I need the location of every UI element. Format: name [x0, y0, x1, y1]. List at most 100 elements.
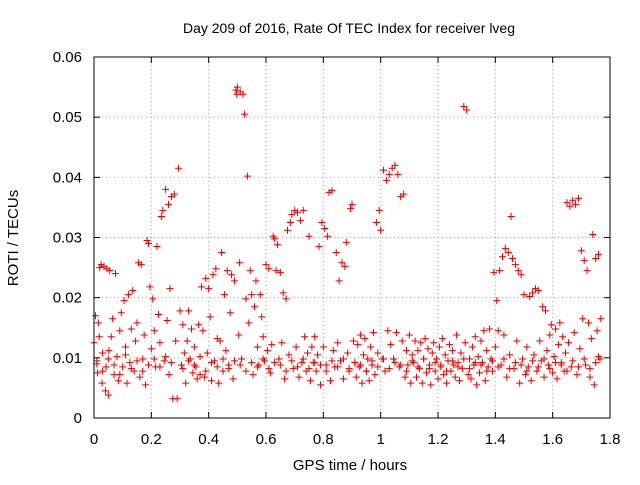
- x-tick-label: 0.8: [313, 431, 334, 448]
- data-point: [162, 185, 170, 193]
- data-point: [372, 218, 380, 226]
- data-point: [534, 363, 542, 371]
- data-point: [342, 238, 350, 246]
- data-point: [407, 379, 415, 387]
- data-point: [504, 249, 512, 257]
- data-point: [328, 187, 336, 195]
- x-tick-label: 0.4: [198, 431, 219, 448]
- data-point: [533, 367, 541, 375]
- data-point: [94, 319, 102, 327]
- data-point: [574, 194, 582, 202]
- data-point: [566, 202, 574, 210]
- data-point: [120, 297, 128, 305]
- data-point: [370, 329, 377, 337]
- data-point: [517, 271, 525, 279]
- data-point: [271, 235, 279, 243]
- data-point: [441, 351, 449, 359]
- data-point: [271, 359, 279, 367]
- data-point: [586, 373, 594, 381]
- data-point: [179, 365, 187, 373]
- data-point: [413, 373, 420, 381]
- data-point: [387, 341, 395, 349]
- data-point: [175, 164, 183, 172]
- data-point: [236, 259, 244, 267]
- data-point: [451, 373, 459, 381]
- data-point: [430, 339, 438, 347]
- data-point: [165, 200, 173, 208]
- data-point: [112, 270, 119, 278]
- data-point: [276, 268, 284, 276]
- data-point: [140, 331, 148, 339]
- data-point: [539, 303, 547, 311]
- data-point: [589, 230, 597, 238]
- data-point: [146, 283, 154, 291]
- data-point: [506, 351, 514, 359]
- data-point: [550, 353, 558, 361]
- data-point: [349, 337, 357, 345]
- data-point: [375, 206, 383, 214]
- data-point: [477, 361, 485, 369]
- data-point: [544, 361, 552, 369]
- data-point: [382, 176, 390, 184]
- data-point: [554, 341, 562, 349]
- data-point: [425, 365, 433, 373]
- data-point: [248, 291, 256, 299]
- data-point: [345, 365, 353, 373]
- data-point: [155, 311, 162, 319]
- data-point: [153, 243, 161, 251]
- data-point: [159, 206, 167, 214]
- data-point: [517, 361, 525, 369]
- data-point: [97, 261, 105, 269]
- data-point: [311, 359, 319, 367]
- data-point: [296, 217, 304, 225]
- data-point: [179, 321, 187, 329]
- data-point: [289, 365, 297, 373]
- data-point: [574, 363, 582, 371]
- data-point: [592, 359, 600, 367]
- data-point: [193, 375, 201, 383]
- data-point: [137, 261, 145, 269]
- data-point: [499, 253, 506, 261]
- data-point: [185, 307, 193, 315]
- data-point: [327, 377, 334, 385]
- data-point: [332, 249, 340, 257]
- data-point: [235, 331, 243, 339]
- data-point: [316, 361, 324, 369]
- data-point: [182, 379, 190, 387]
- data-point: [170, 190, 178, 198]
- data-point: [440, 371, 448, 379]
- data-point: [215, 379, 223, 387]
- data-point: [542, 307, 549, 315]
- data-point: [265, 265, 273, 273]
- data-point: [288, 357, 296, 365]
- data-point: [351, 359, 359, 367]
- data-point: [292, 343, 300, 351]
- data-point: [552, 359, 560, 367]
- data-point: [136, 373, 144, 381]
- data-point: [334, 339, 342, 347]
- data-point: [205, 285, 213, 293]
- data-point: [282, 367, 290, 375]
- data-point: [390, 355, 398, 363]
- data-point: [226, 309, 234, 317]
- data-point: [520, 291, 528, 299]
- data-point: [261, 357, 269, 365]
- data-point: [113, 353, 121, 361]
- data-point: [190, 343, 198, 351]
- data-point: [497, 361, 505, 369]
- data-point: [521, 371, 529, 379]
- data-point: [411, 337, 419, 345]
- data-point: [595, 250, 603, 258]
- data-point: [536, 337, 544, 345]
- data-point: [354, 341, 362, 349]
- data-point: [402, 347, 410, 355]
- data-point: [355, 363, 363, 371]
- data-point: [198, 283, 205, 291]
- data-point: [109, 315, 117, 323]
- data-point: [374, 363, 382, 371]
- data-point: [408, 351, 416, 359]
- data-point: [380, 166, 388, 174]
- data-point: [98, 379, 106, 387]
- data-point: [301, 333, 309, 341]
- data-point: [144, 361, 152, 369]
